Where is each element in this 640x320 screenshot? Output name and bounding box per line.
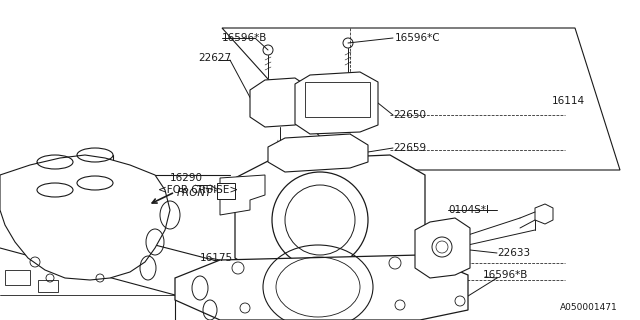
Polygon shape (250, 78, 310, 127)
Polygon shape (268, 134, 368, 172)
Text: 16114: 16114 (552, 96, 585, 106)
Text: 16175: 16175 (200, 253, 233, 263)
Polygon shape (220, 175, 265, 215)
Text: 0104S*I: 0104S*I (448, 205, 489, 215)
Text: 22650: 22650 (393, 110, 426, 120)
Text: 16596*B: 16596*B (222, 33, 268, 43)
Circle shape (272, 172, 368, 268)
Text: 16596*C: 16596*C (395, 33, 440, 43)
Text: 22659: 22659 (393, 143, 426, 153)
Polygon shape (415, 218, 470, 278)
Polygon shape (175, 255, 468, 320)
Text: A050001471: A050001471 (560, 303, 618, 312)
Bar (305, 82, 370, 117)
Text: 22627: 22627 (198, 53, 231, 63)
Polygon shape (0, 155, 170, 280)
Bar (38, 280, 58, 292)
Text: 16290: 16290 (170, 173, 203, 183)
Polygon shape (235, 155, 425, 280)
Bar (5, 270, 30, 285)
Bar (217, 183, 235, 199)
Polygon shape (295, 72, 378, 134)
Text: 16596*B: 16596*B (483, 270, 529, 280)
Text: FRONT: FRONT (177, 188, 212, 198)
Text: 22633: 22633 (497, 248, 530, 258)
Text: <FOR CRUISE>: <FOR CRUISE> (158, 185, 238, 195)
